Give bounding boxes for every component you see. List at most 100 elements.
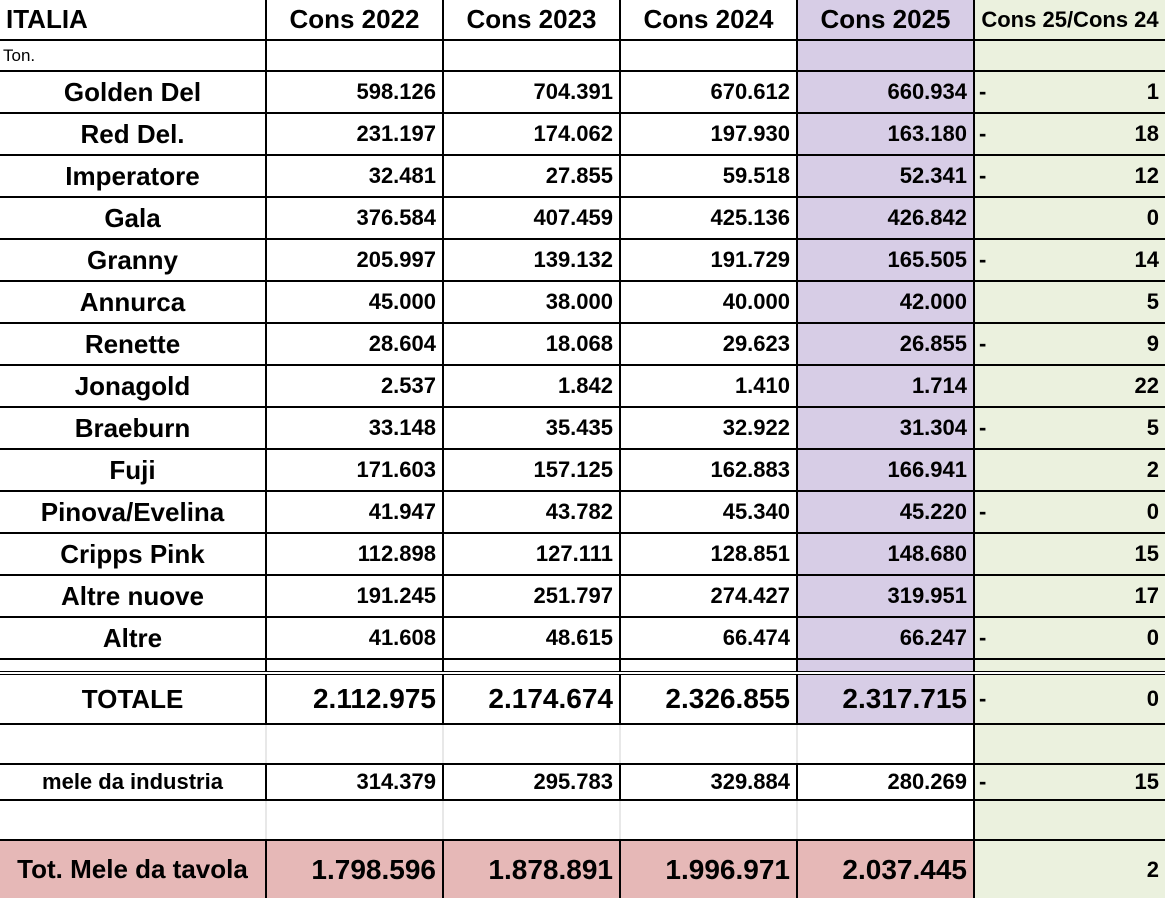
table-row: Red Del. 231.197 174.062 197.930 163.180- 18 <box>0 113 1165 156</box>
row-label: Jonagold <box>0 365 266 408</box>
ratio-sign: - <box>979 163 987 188</box>
value-2024: 1.410 <box>619 365 797 408</box>
row-label: TOTALE <box>0 673 266 725</box>
value-2022: 191.245 <box>265 575 443 618</box>
row-label: Cripps Pink <box>0 533 266 576</box>
table-row: Imperatore 32.481 27.855 59.518 52.341- 12 <box>0 155 1165 198</box>
ratio-cell: 2 <box>973 449 1165 492</box>
ratio-cell: - 18 <box>973 113 1165 156</box>
value-2023: 35.435 <box>442 407 620 450</box>
value-2023: 157.125 <box>442 449 620 492</box>
value-2022: 231.197 <box>265 113 443 156</box>
table-row: Gala 376.584 407.459 425.136 426.842 0 <box>0 197 1165 240</box>
table-row: Renette 28.604 18.068 29.623 26.855-9 <box>0 323 1165 366</box>
table-row: Jonagold 2.537 1.842 1.410 1.714 22 <box>0 365 1165 408</box>
value-2022: 28.604 <box>265 323 443 366</box>
value-2022: 171.603 <box>265 449 443 492</box>
value-2025: 165.505 <box>796 239 974 282</box>
spacer-row <box>0 800 1165 841</box>
table-row: Fuji 171.603 157.125 162.883 166.941 2 <box>0 449 1165 492</box>
value-2025: 163.180 <box>796 113 974 156</box>
value-2024: 59.518 <box>619 155 797 198</box>
ratio-value: 14 <box>1134 247 1159 272</box>
value-2022: 112.898 <box>265 533 443 576</box>
ratio-cell: - 15 <box>973 764 1165 801</box>
ratio-sign: - <box>979 625 987 650</box>
ratio-value: 9 <box>1146 331 1159 356</box>
row-label: Granny <box>0 239 266 282</box>
value-2025: 2.317.715 <box>796 673 974 725</box>
ratio-sign: - <box>979 121 987 146</box>
value-2022: 41.947 <box>265 491 443 534</box>
row-label: Annurca <box>0 281 266 324</box>
ratio-value: 1 <box>1146 79 1159 104</box>
ratio-sign: - <box>979 415 987 440</box>
ratio-value: 0 <box>1146 205 1159 230</box>
ratio-value: 5 <box>1146 415 1159 440</box>
row-label: Braeburn <box>0 407 266 450</box>
table-row: Annurca 45.000 38.000 40.000 42.000 5 <box>0 281 1165 324</box>
value-2023: 127.111 <box>442 533 620 576</box>
ratio-value: 18 <box>1134 121 1159 146</box>
table-row: Altre 41.608 48.615 66.474 66.247-0 <box>0 617 1165 660</box>
value-2023: 174.062 <box>442 113 620 156</box>
ratio-value: 2 <box>1146 457 1159 482</box>
ratio-cell: - 12 <box>973 155 1165 198</box>
value-2024: 162.883 <box>619 449 797 492</box>
value-2023: 1.878.891 <box>442 840 620 898</box>
unit-label: Ton. <box>0 40 266 72</box>
row-label: Gala <box>0 197 266 240</box>
value-2024: 191.729 <box>619 239 797 282</box>
ratio-sign: - <box>979 686 987 711</box>
header-cons-2024: Cons 2024 <box>619 0 797 41</box>
row-label: Altre nuove <box>0 575 266 618</box>
row-label: Tot. Mele da tavola <box>0 840 266 898</box>
value-2022: 314.379 <box>265 764 443 801</box>
industria-row: mele da industria 314.379 295.783 329.884 28… <box>0 764 1165 801</box>
value-2023: 295.783 <box>442 764 620 801</box>
value-2024: 45.340 <box>619 491 797 534</box>
value-2024: 274.427 <box>619 575 797 618</box>
header-cons-2023: Cons 2023 <box>442 0 620 41</box>
row-label: Fuji <box>0 449 266 492</box>
value-2024: 329.884 <box>619 764 797 801</box>
value-2022: 1.798.596 <box>265 840 443 898</box>
value-2025: 66.247 <box>796 617 974 660</box>
value-2025: 1.714 <box>796 365 974 408</box>
value-2022: 2.112.975 <box>265 673 443 725</box>
spacer-row <box>0 659 1165 675</box>
value-2023: 48.615 <box>442 617 620 660</box>
value-2025: 31.304 <box>796 407 974 450</box>
value-2024: 32.922 <box>619 407 797 450</box>
value-2025: 148.680 <box>796 533 974 576</box>
value-2024: 40.000 <box>619 281 797 324</box>
ratio-cell: -0 <box>973 673 1165 725</box>
ratio-sign: - <box>979 499 987 524</box>
ratio-cell: 2 <box>973 840 1165 898</box>
ratio-value: 15 <box>1134 769 1159 794</box>
value-2023: 18.068 <box>442 323 620 366</box>
ratio-cell: -5 <box>973 407 1165 450</box>
row-label: Golden Del <box>0 71 266 114</box>
ratio-value: 5 <box>1146 289 1159 314</box>
ratio-sign: - <box>979 79 987 104</box>
value-2023: 38.000 <box>442 281 620 324</box>
row-label: Renette <box>0 323 266 366</box>
value-2022: 32.481 <box>265 155 443 198</box>
value-2023: 704.391 <box>442 71 620 114</box>
table-row: Altre nuove 191.245 251.797 274.427 319.951 1… <box>0 575 1165 618</box>
header-cons-2025: Cons 2025 <box>796 0 974 41</box>
header-row: ITALIA Cons 2022 Cons 2023 Cons 2024 Con… <box>0 0 1165 41</box>
ratio-cell: 17 <box>973 575 1165 618</box>
value-2024: 128.851 <box>619 533 797 576</box>
row-label: Red Del. <box>0 113 266 156</box>
value-2022: 33.148 <box>265 407 443 450</box>
ratio-sign: - <box>979 247 987 272</box>
ratio-cell: -1 <box>973 71 1165 114</box>
value-2022: 41.608 <box>265 617 443 660</box>
table-row: Cripps Pink 112.898 127.111 128.851 148.680 1… <box>0 533 1165 576</box>
ratio-value: 2 <box>1146 856 1159 882</box>
value-2023: 1.842 <box>442 365 620 408</box>
ratio-cell: -9 <box>973 323 1165 366</box>
